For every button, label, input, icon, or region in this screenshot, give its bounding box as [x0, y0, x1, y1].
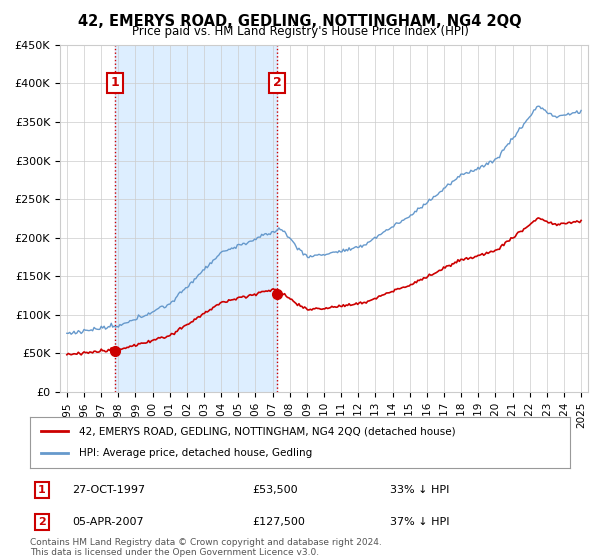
Text: 2: 2 [38, 517, 46, 527]
Text: £53,500: £53,500 [252, 485, 298, 495]
Text: Contains HM Land Registry data © Crown copyright and database right 2024.
This d: Contains HM Land Registry data © Crown c… [30, 538, 382, 557]
Text: £127,500: £127,500 [252, 517, 305, 527]
Text: 42, EMERYS ROAD, GEDLING, NOTTINGHAM, NG4 2QQ (detached house): 42, EMERYS ROAD, GEDLING, NOTTINGHAM, NG… [79, 426, 455, 436]
Bar [115, 45, 277, 392]
Text: 33% ↓ HPI: 33% ↓ HPI [390, 485, 449, 495]
Text: 05-APR-2007: 05-APR-2007 [72, 517, 143, 527]
Text: 27-OCT-1997: 27-OCT-1997 [72, 485, 145, 495]
Text: 1: 1 [38, 485, 46, 495]
Text: 2: 2 [273, 77, 281, 90]
Text: Price paid vs. HM Land Registry's House Price Index (HPI): Price paid vs. HM Land Registry's House … [131, 25, 469, 38]
Text: 37% ↓ HPI: 37% ↓ HPI [390, 517, 449, 527]
Text: 1: 1 [111, 77, 120, 90]
Text: 42, EMERYS ROAD, GEDLING, NOTTINGHAM, NG4 2QQ: 42, EMERYS ROAD, GEDLING, NOTTINGHAM, NG… [78, 14, 522, 29]
Text: HPI: Average price, detached house, Gedling: HPI: Average price, detached house, Gedl… [79, 449, 312, 459]
